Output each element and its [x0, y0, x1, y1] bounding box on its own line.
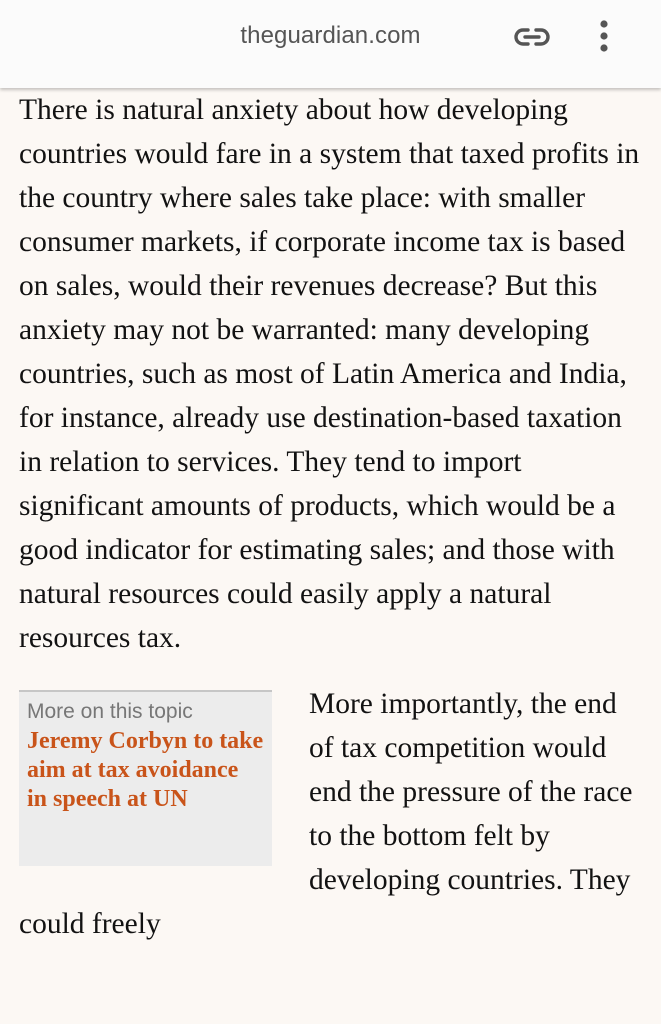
article-paragraph-with-aside: More on this topic Jeremy Corbyn to take… — [19, 682, 647, 946]
link-icon — [514, 28, 550, 46]
url-domain[interactable]: theguardian.com — [240, 22, 421, 49]
related-content-card[interactable]: More on this topic Jeremy Corbyn to take… — [19, 690, 272, 866]
article-paragraph: More importantly, the end of tax competi… — [19, 688, 633, 940]
article-body: There is natural anxiety about how devel… — [19, 88, 647, 946]
overflow-menu-button[interactable] — [588, 16, 620, 56]
page-content[interactable]: There is natural anxiety about how devel… — [0, 88, 661, 1024]
related-kicker: More on this topic — [27, 700, 193, 723]
related-article-link[interactable]: Jeremy Corbyn to take aim at tax avoidan… — [27, 728, 264, 812]
more-vert-icon — [600, 20, 608, 52]
copy-link-button[interactable] — [508, 20, 556, 54]
article-paragraph: There is natural anxiety about how devel… — [19, 94, 640, 654]
browser-toolbar: theguardian.com — [0, 0, 661, 88]
